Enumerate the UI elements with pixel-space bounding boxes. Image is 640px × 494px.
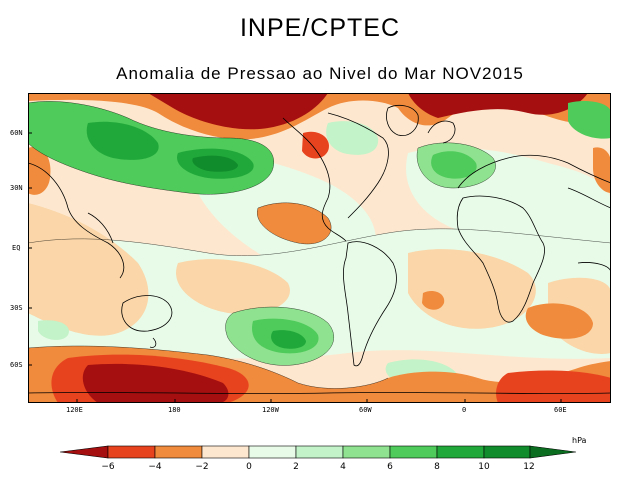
- south-atlantic-negative: [408, 249, 536, 329]
- colorbar: [60, 445, 577, 459]
- south-pacific-positive-max: [271, 330, 306, 349]
- contour-lines: [28, 101, 611, 389]
- colorbar-tick: 10: [478, 462, 490, 472]
- indo-pacific-negative: [28, 203, 149, 336]
- lon-label-60e: 60E: [554, 406, 567, 414]
- colorbar-swatch-neg2: [154, 445, 203, 459]
- colorbar-swatch-lt-neg6: [60, 445, 109, 459]
- colorbar-tick: 4: [340, 462, 346, 472]
- colorbar-swatch-pos4: [342, 445, 391, 459]
- page-title: INPE/CPTEC: [239, 14, 401, 42]
- coastlines: [28, 104, 611, 394]
- south-indian-positive: [38, 320, 69, 340]
- indian-ocean-spot: [525, 303, 593, 339]
- colorbar-tick: 8: [434, 462, 440, 472]
- colorbar-tick: 6: [387, 462, 393, 472]
- anomaly-map: [28, 93, 611, 403]
- colorbar-tick: 0: [246, 462, 252, 472]
- lon-label-120e: 120E: [66, 406, 83, 414]
- north-pacific-strong-negative: [148, 93, 328, 130]
- lon-label-0: 0: [462, 406, 467, 414]
- lon-label-120w: 120W: [262, 406, 279, 414]
- north-america-negative: [302, 131, 329, 159]
- colorbar-swatch-zero-pos: [248, 445, 297, 459]
- colorbar-tick: −6: [101, 462, 115, 472]
- lon-label-180: 180: [168, 406, 181, 414]
- lat-label-60n: 60N: [10, 129, 23, 137]
- axis-ticks: [28, 132, 562, 403]
- southern-indian-negative: [496, 370, 611, 403]
- colorbar-tick: −2: [195, 462, 209, 472]
- kamchatka-positive-core: [86, 121, 159, 160]
- colorbar-swatch-pos6: [389, 445, 438, 459]
- siberia-positive: [568, 101, 611, 139]
- colorbar-swatch-pos10: [483, 445, 531, 459]
- colorbar-swatch-zero-neg: [201, 445, 250, 459]
- lat-label-60s: 60S: [10, 361, 23, 369]
- map-subtitle: Anomalia de Pressao ao Nivel do Mar NOV2…: [116, 64, 524, 83]
- colorbar-tick: 2: [293, 462, 299, 472]
- canada-positive: [326, 121, 379, 155]
- colorbar-swatch-gt-12: [529, 445, 577, 459]
- north-atlantic-positive-core: [431, 151, 477, 179]
- west-edge-negative: [28, 147, 51, 195]
- south-atlantic-spot: [422, 291, 445, 310]
- colorbar-tick: 12: [523, 462, 535, 472]
- colorbar-swatch-pos8: [436, 445, 485, 459]
- colorbar-unit: hPa: [572, 436, 587, 445]
- lat-label-30s: 30S: [10, 304, 23, 312]
- lon-label-60w: 60W: [359, 406, 372, 414]
- colorbar-swatch-pos2: [295, 445, 344, 459]
- east-pacific-negative: [257, 202, 332, 244]
- north-atlantic-strong-negative: [408, 93, 588, 118]
- lat-label-eq: EQ: [12, 244, 21, 252]
- central-pacific-negative: [176, 259, 290, 314]
- colorbar-tick: −4: [148, 462, 162, 472]
- aleutian-positive-max: [192, 155, 238, 172]
- lat-label-30n: 30N: [10, 184, 23, 192]
- colorbar-swatch-neg4: [107, 445, 156, 459]
